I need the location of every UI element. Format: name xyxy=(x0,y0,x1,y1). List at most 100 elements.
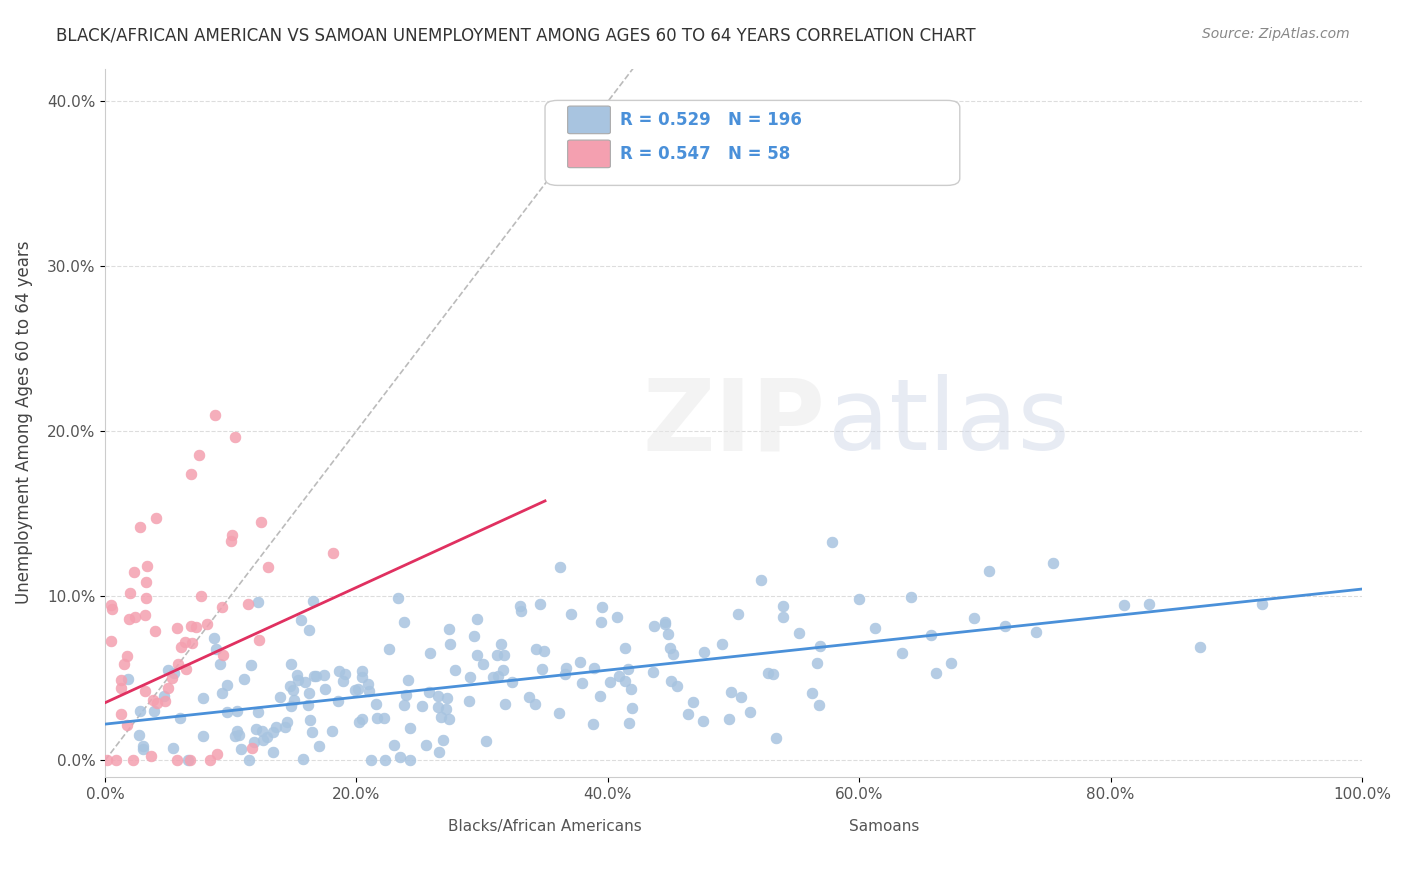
Point xyxy=(430,710,453,724)
Point xyxy=(489,636,512,650)
Point xyxy=(1112,599,1135,613)
Text: BLACK/AFRICAN AMERICAN VS SAMOAN UNEMPLOYMENT AMONG AGES 60 TO 64 YEARS CORRELAT: BLACK/AFRICAN AMERICAN VS SAMOAN UNEMPLO… xyxy=(56,27,976,45)
Point xyxy=(180,636,202,650)
Point xyxy=(465,648,488,663)
Point xyxy=(569,656,592,670)
Point xyxy=(509,604,531,618)
Point xyxy=(156,681,179,695)
Point xyxy=(890,646,912,660)
Point xyxy=(118,612,141,626)
Point xyxy=(224,429,246,443)
Point xyxy=(738,705,761,719)
Point xyxy=(765,731,787,745)
Point xyxy=(415,738,437,752)
Point xyxy=(276,715,298,730)
Point xyxy=(347,682,370,697)
Point xyxy=(298,713,321,727)
Point xyxy=(492,648,515,663)
Point xyxy=(120,585,142,599)
Point xyxy=(122,565,145,579)
Point xyxy=(591,615,613,629)
Point xyxy=(195,617,218,632)
Point xyxy=(283,693,305,707)
Point xyxy=(582,717,605,731)
Point xyxy=(427,700,450,714)
Point xyxy=(1137,597,1160,611)
Point xyxy=(163,666,186,681)
Point xyxy=(730,690,752,704)
FancyBboxPatch shape xyxy=(756,814,789,837)
Point xyxy=(117,672,139,686)
Point xyxy=(221,528,243,542)
Point xyxy=(250,723,273,738)
Point xyxy=(294,675,316,690)
Point xyxy=(620,700,643,714)
Point xyxy=(396,673,419,687)
Point xyxy=(177,753,200,767)
Point xyxy=(617,663,640,677)
Point xyxy=(128,728,150,742)
Point xyxy=(436,690,458,705)
Point xyxy=(209,657,232,671)
Point xyxy=(166,753,188,767)
Point xyxy=(524,641,547,656)
Point xyxy=(145,511,167,525)
FancyBboxPatch shape xyxy=(568,106,610,134)
Point xyxy=(614,673,637,688)
Point xyxy=(399,721,422,735)
Point xyxy=(900,590,922,604)
Point xyxy=(439,637,461,651)
Point xyxy=(110,681,132,695)
Point xyxy=(720,685,742,699)
Point xyxy=(475,734,498,748)
Point xyxy=(509,599,531,613)
Point xyxy=(491,663,513,677)
Point xyxy=(332,673,354,688)
Point xyxy=(142,693,165,707)
Point xyxy=(457,694,479,708)
Point xyxy=(806,656,828,670)
Point xyxy=(807,698,830,713)
Point xyxy=(808,639,831,653)
Point xyxy=(167,657,190,672)
Point xyxy=(560,607,582,621)
Point xyxy=(191,690,214,705)
Point xyxy=(115,717,138,731)
Point xyxy=(711,637,734,651)
Point xyxy=(411,698,433,713)
Point xyxy=(262,725,284,739)
Point xyxy=(117,649,139,664)
Point xyxy=(190,589,212,603)
Point xyxy=(298,685,321,699)
Point xyxy=(153,690,176,704)
Point xyxy=(246,705,269,719)
FancyBboxPatch shape xyxy=(546,101,960,186)
Point xyxy=(326,693,349,707)
Point xyxy=(100,634,122,648)
Text: R = 0.529   N = 196: R = 0.529 N = 196 xyxy=(620,111,803,128)
Point xyxy=(297,623,319,637)
Point xyxy=(198,753,221,767)
Point xyxy=(187,448,209,462)
Point xyxy=(204,641,226,656)
Point xyxy=(392,698,415,712)
Point xyxy=(517,690,540,704)
Point xyxy=(693,645,716,659)
Text: R = 0.547   N = 58: R = 0.547 N = 58 xyxy=(620,145,790,162)
Point xyxy=(143,704,166,718)
Point xyxy=(252,733,274,747)
Point xyxy=(533,644,555,658)
Point xyxy=(134,684,156,698)
Point xyxy=(269,690,291,704)
Text: ZIP: ZIP xyxy=(643,374,825,471)
Point xyxy=(439,712,461,726)
Point xyxy=(225,724,247,739)
Point xyxy=(202,631,225,645)
Point xyxy=(444,663,467,677)
Point xyxy=(571,675,593,690)
Point xyxy=(427,689,450,703)
Point xyxy=(756,665,779,680)
Point xyxy=(250,515,273,529)
Point xyxy=(787,626,810,640)
Point xyxy=(96,753,118,767)
